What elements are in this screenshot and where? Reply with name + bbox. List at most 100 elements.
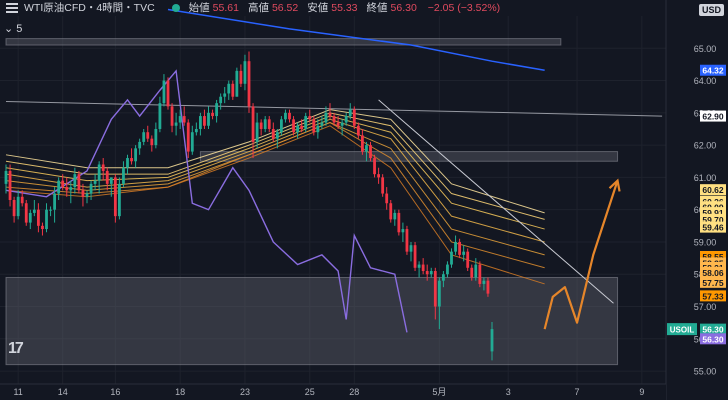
- price-badge: [700, 266, 726, 278]
- currency-label[interactable]: USD: [698, 4, 724, 16]
- candle-body: [462, 251, 466, 255]
- time-axis-bg: [0, 384, 666, 400]
- candle-body: [369, 145, 372, 159]
- candle-body: [235, 70, 239, 97]
- price-badge: [700, 323, 726, 335]
- market-status-icon: [171, 4, 180, 12]
- candle-body: [105, 170, 109, 184]
- candle-body: [199, 116, 202, 129]
- candle-body: [409, 245, 413, 252]
- time-axis[interactable]: 11 14 16 18 23 25 28 5月 3 7 9: [0, 383, 666, 400]
- price-badge: [700, 290, 726, 302]
- candle-body: [470, 267, 474, 278]
- candle-body: [450, 251, 453, 265]
- candle-body: [239, 70, 243, 84]
- candle-body: [284, 112, 287, 120]
- price-badge-label: 57.33: [702, 291, 724, 301]
- candle-body: [203, 116, 206, 126]
- high-value: 56.52: [271, 2, 299, 14]
- price-badge-label: 59.46: [702, 223, 724, 233]
- candle-body: [85, 193, 89, 197]
- candle-body: [178, 116, 182, 123]
- candle-body: [425, 271, 429, 275]
- projection-arrow-line: [543, 180, 619, 330]
- close-value: 56.30: [390, 2, 417, 14]
- candle-body: [146, 132, 150, 139]
- date-tick-label: 23: [240, 387, 250, 397]
- candle-body: [49, 209, 52, 211]
- candle-body: [344, 116, 348, 123]
- price-badge: [700, 221, 726, 233]
- candle-body: [45, 209, 48, 230]
- open-label: 始値: [188, 2, 210, 14]
- candle-body: [336, 122, 340, 126]
- price-badge: [700, 184, 726, 196]
- usoil-overlay-line: [5, 69, 408, 333]
- drawing-overlay: [543, 178, 621, 330]
- symbol-title[interactable]: WTI原油CFD・4時間・TVC: [24, 2, 155, 14]
- candle-body: [340, 122, 344, 126]
- price-badge: [700, 201, 726, 213]
- close-label: 終値: [366, 2, 388, 14]
- candle-body: [207, 112, 210, 126]
- trend-line: [378, 99, 614, 304]
- candle-body: [73, 174, 77, 188]
- candle-body: [421, 264, 425, 272]
- menu-icon[interactable]: [6, 3, 18, 13]
- date-tick-label: 18: [175, 387, 185, 397]
- tradingview-logo-icon[interactable]: 17: [8, 340, 24, 357]
- candle-body: [316, 125, 320, 133]
- candle-body: [101, 164, 105, 171]
- price-tick-label: 57.00: [694, 302, 717, 312]
- candle-body: [259, 122, 263, 129]
- candle-body: [442, 274, 445, 281]
- date-tick-label: 16: [110, 387, 120, 397]
- zone-box: [5, 38, 562, 46]
- horizontal-ray-line: [5, 101, 663, 117]
- candle-body: [393, 212, 397, 220]
- candle-body: [170, 106, 174, 126]
- candle-body: [437, 280, 441, 307]
- usoil-tag-label: USOIL: [670, 326, 695, 335]
- price-badge-label: 64.32: [702, 66, 724, 76]
- indicator-toggle[interactable]: ⌄ 5: [4, 23, 23, 35]
- candle-body: [263, 119, 267, 129]
- candle-body: [381, 177, 385, 194]
- price-badge-label: 59.70: [702, 215, 724, 225]
- candle-body: [20, 196, 24, 204]
- candle-body: [182, 116, 186, 123]
- candle-body: [231, 83, 235, 97]
- price-axis[interactable]: 65.0064.0063.0062.0061.0060.0059.0058.00…: [665, 0, 728, 400]
- candle-body: [219, 96, 223, 104]
- moving-average-line: [5, 121, 545, 256]
- date-tick-label: 14: [58, 387, 68, 397]
- date-tick-label: 3: [506, 387, 511, 397]
- price-badge-label: 56.30: [702, 334, 724, 344]
- candle-body: [113, 177, 117, 217]
- indicator-count: 5: [16, 23, 23, 35]
- candle-body: [385, 193, 389, 204]
- price-badge-label: 62.90: [702, 112, 724, 122]
- candle-body: [296, 125, 299, 133]
- candle-body: [275, 132, 279, 139]
- price-tick-label: 62.00: [694, 141, 717, 151]
- candle-body: [365, 145, 368, 152]
- candle-body: [118, 183, 121, 217]
- candle-body: [32, 209, 36, 213]
- candle-body: [12, 200, 16, 217]
- open-value: 55.61: [212, 2, 239, 14]
- candle-body: [24, 203, 28, 223]
- price-badge: [700, 213, 726, 225]
- high-label: 高値: [247, 2, 269, 14]
- price-badge: [700, 110, 726, 122]
- candle-body: [122, 167, 125, 184]
- zone-box: [5, 276, 619, 366]
- candle-body: [474, 264, 478, 278]
- candle-body: [4, 170, 8, 184]
- moving-average-line: [5, 118, 545, 243]
- candle-body: [93, 180, 97, 184]
- candle-body: [69, 187, 73, 191]
- date-tick-label: 11: [13, 387, 22, 397]
- date-tick-label: 25: [305, 387, 315, 397]
